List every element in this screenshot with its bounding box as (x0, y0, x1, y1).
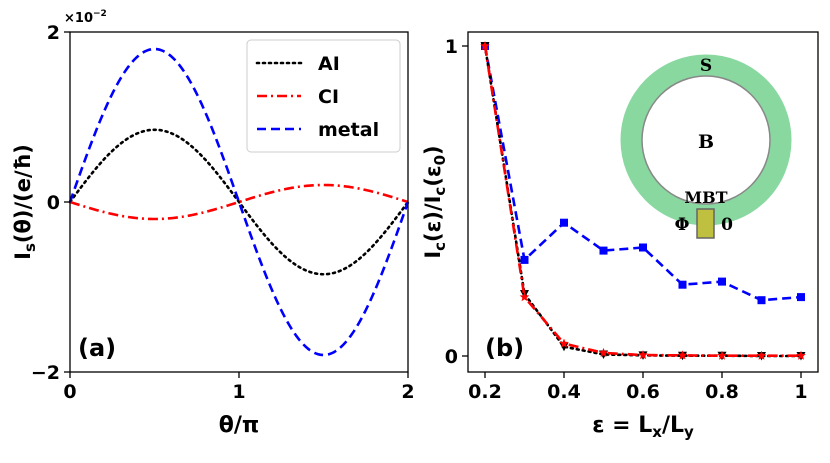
panel-b-point-metal (678, 280, 687, 289)
panel-a-legend: AI CI metal (246, 39, 401, 153)
inset-label-mbt: MBT (684, 188, 727, 207)
panel-a-ylabel: Is(θ)/(e/ħ) (11, 144, 39, 260)
legend-label-ai: AI (318, 53, 340, 75)
panel-b-point-metal (757, 296, 766, 305)
panel-b-point-ci (480, 41, 490, 51)
panel-b-ticks: 0.2 0.4 0.6 0.8 1 0 1 (445, 36, 808, 403)
panel-b-point-metal (560, 218, 568, 227)
panel-b-xtick-label: 0.6 (626, 381, 660, 403)
panel-a-ytick-label: 0 (47, 192, 60, 214)
panel-b-xtick-label: 1 (794, 381, 807, 403)
panel-b-point-ci (519, 292, 530, 302)
panel-b-point-metal (599, 246, 608, 255)
panel-a-ytick-label: 2 (47, 22, 60, 44)
panel-b-point-ci (677, 350, 688, 360)
inset-label-zero: 0 (721, 215, 733, 235)
panel-a-xtick-label: 1 (232, 381, 245, 403)
panel-b-point-metal (718, 277, 726, 286)
panel-b-point-metal (520, 255, 529, 264)
panel-b-label: (b) (485, 334, 524, 362)
panel-b: 0.2 0.4 0.6 0.8 1 0 1 ε = Lx/Ly Ic(ε)/Ic(ε0) (… (421, 31, 819, 441)
panel-a-xtick-label: 2 (401, 381, 414, 403)
panel-b-point-ci (559, 338, 569, 348)
inset-junction (696, 208, 715, 239)
panel-b-point-ci (717, 350, 727, 360)
legend-label-metal: metal (318, 119, 379, 141)
panel-a-label: (a) (78, 334, 116, 362)
panel-b-point-metal (639, 243, 647, 252)
panel-a-series-ci (69, 183, 409, 221)
panel-b-ytick-label: 1 (445, 36, 458, 58)
panel-b-plot-area (480, 41, 806, 361)
panel-b-xtick-label: 0.8 (705, 381, 739, 403)
inset-label-s: S (700, 56, 712, 76)
panel-a-scale-label: ×10−2 (64, 9, 107, 26)
panel-b-ytick-label: 0 (445, 346, 458, 368)
inset-inner-disk (641, 75, 771, 205)
panel-a-series-metal (68, 47, 410, 357)
panel-a: 0 1 2−202 ×10−2 θ/π Is(θ)/(e/ħ) (a) AI CI … (11, 9, 415, 438)
panel-a-series-ai (68, 128, 410, 276)
panel-a-ytick-label: −2 (31, 362, 60, 384)
panel-b-ylabel: Ic(ε)/Ic(ε0) (421, 145, 449, 258)
panel-b-xtick-label: 0.2 (468, 381, 502, 403)
panel-a-ticks: 0 1 2−202 (31, 22, 415, 403)
inset-diagram: S B MBT Φ 0 (620, 54, 792, 239)
panel-a-xtick-label: 0 (63, 381, 76, 403)
panel-a-plot-area (68, 47, 410, 357)
legend-frame (246, 39, 401, 153)
panel-b-point-ci (756, 350, 767, 360)
legend-label-ci: CI (318, 86, 339, 108)
inset-label-phi: Φ (675, 215, 690, 235)
panel-b-point-ci (598, 347, 609, 357)
panel-a-xlabel: θ/π (219, 413, 260, 438)
inset-label-b: B (698, 131, 714, 153)
panel-b-point-ci (796, 350, 806, 360)
panel-b-point-metal (797, 293, 805, 302)
panel-b-xtick-label: 0.4 (547, 381, 581, 403)
panel-b-xlabel: ε = Lx/Ly (592, 413, 694, 441)
panel-b-series-metal (483, 45, 802, 302)
panel-b-point-ci (638, 350, 648, 360)
